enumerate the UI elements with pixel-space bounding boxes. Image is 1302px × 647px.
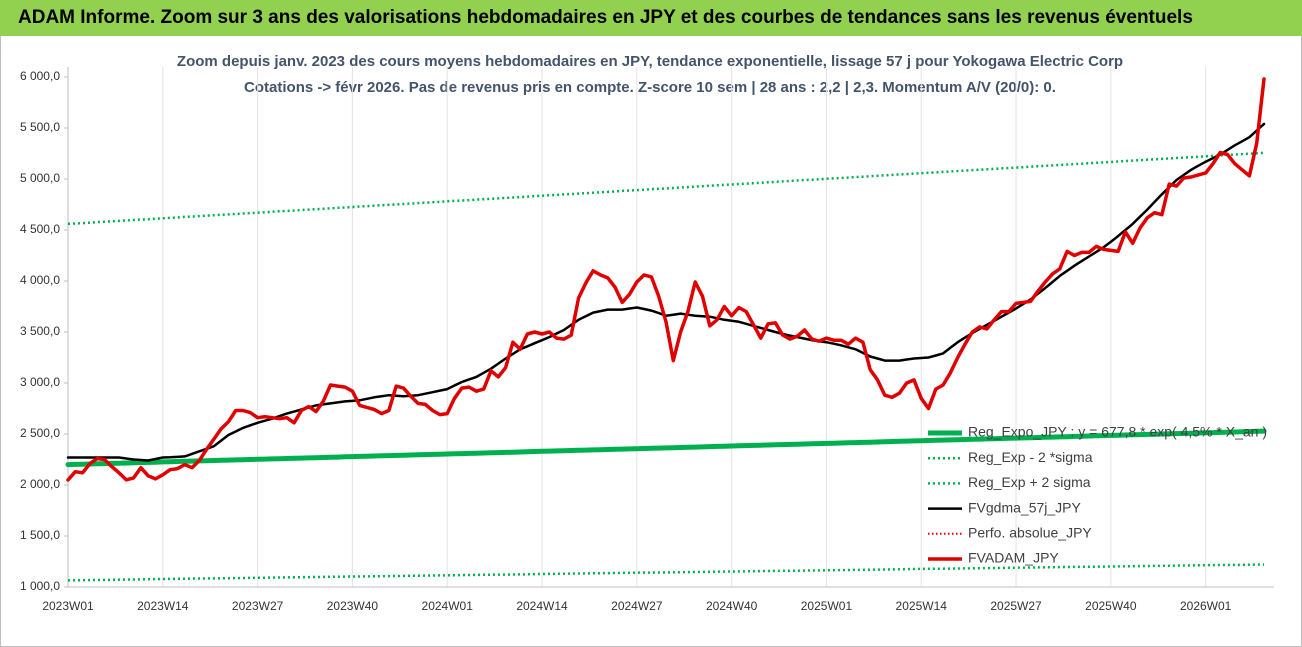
y-tick-label: 4 000,0 [20,273,60,287]
x-tick-label: 2024W14 [516,599,568,613]
x-tick-label: 2025W14 [896,599,948,613]
series-line [67,563,1265,582]
legend-label: Perfo. absolue_JPY [968,525,1092,541]
x-tick-label: 2023W14 [137,599,189,613]
legend-label: Reg_Exp - 2 *sigma [968,449,1093,465]
chart-subtitle: Cotations -> févr 2026. Pas de revenus p… [244,79,1056,96]
x-tick-label: 2024W01 [422,599,474,613]
x-tick-label: 2023W40 [327,599,379,613]
series-line [65,428,1267,468]
x-tick-label: 2024W27 [611,599,663,613]
x-tick-label: 2025W40 [1085,599,1137,613]
y-tick-label: 2 000,0 [20,477,60,491]
x-tick-label: 2026W01 [1180,599,1232,613]
series-line [66,77,1266,482]
y-tick-label: 1 500,0 [20,528,60,542]
x-tick-label: 2025W27 [990,599,1042,613]
legend-label: FVgdma_57j_JPY [968,499,1082,515]
y-tick-label: 5 000,0 [20,171,60,185]
y-tick-label: 3 500,0 [20,324,60,338]
x-tick-label: 2023W01 [42,599,94,613]
y-tick-label: 4 500,0 [20,222,60,236]
chart-title: Zoom depuis janv. 2023 des cours moyens … [177,53,1123,70]
y-tick-label: 6 000,0 [20,69,60,83]
legend-label: FVADAM_JPY [968,550,1059,566]
y-tick-label: 1 000,0 [20,579,60,593]
legend-label: Reg_Expo_JPY : y = 677,8 * exp( 4,5% * X… [968,424,1267,440]
banner-title: ADAM Informe. Zoom sur 3 ans des valoris… [18,7,1193,28]
y-tick-label: 5 500,0 [20,120,60,134]
x-tick-label: 2024W40 [706,599,758,613]
y-tick-label: 2 500,0 [20,426,60,440]
banner-bg [0,0,1302,36]
legend-label: Reg_Exp + 2 sigma [968,474,1091,490]
x-tick-label: 2023W27 [232,599,284,613]
y-tick-label: 3 000,0 [20,375,60,389]
x-tick-label: 2025W01 [801,599,853,613]
